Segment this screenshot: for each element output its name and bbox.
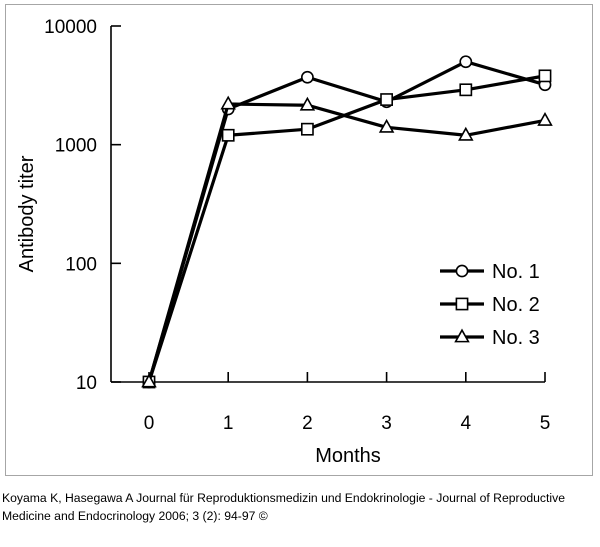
data-point-triangle: [141, 373, 157, 388]
y-tick-label: 1000: [55, 136, 97, 157]
series-line: [147, 60, 546, 383]
x-tick-label: 0: [144, 413, 155, 434]
axes: 10 100 1000 10000 0 1 2 3 4 5 Months Antibody titer: [16, 17, 550, 467]
series-2: [142, 69, 552, 389]
data-point-triangle: [299, 96, 316, 111]
data-point-circle: [300, 70, 314, 84]
data-point-triangle: [220, 95, 236, 110]
series-line: [147, 74, 546, 383]
x-axis-title: Months: [315, 445, 381, 467]
data-point-square: [300, 122, 314, 136]
data-point-triangle: [458, 126, 474, 141]
legend-item: No. 2: [440, 294, 540, 316]
series-3: [141, 95, 553, 388]
data-point-square: [538, 69, 552, 83]
data-point-triangle: [378, 118, 395, 133]
data-point-triangle: [454, 328, 470, 343]
x-tick-label: 5: [540, 413, 551, 434]
data-point-square: [221, 128, 235, 142]
data-point-square: [459, 83, 473, 97]
y-tick-label: 10: [76, 373, 97, 394]
x-tick-label: 1: [223, 413, 234, 434]
legend-label: No. 2: [492, 294, 540, 316]
legend-label: No. 3: [492, 327, 540, 349]
data-point-circle: [459, 55, 473, 69]
legend: No. 1 No. 2 No. 3: [440, 261, 540, 349]
legend-label: No. 1: [492, 261, 540, 283]
y-tick-label: 10000: [44, 17, 97, 38]
x-tick-label: 3: [381, 413, 392, 434]
data-point-circle: [455, 264, 469, 278]
line-chart: 10 100 1000 10000 0 1 2 3 4 5 Months Antibody titer…: [16, 17, 553, 467]
x-tick-label: 4: [461, 413, 472, 434]
series-layer: [141, 55, 553, 389]
figure-caption: Koyama K, Hasegawa A Journal für Reprodu…: [2, 491, 565, 523]
series-line: [147, 102, 546, 383]
data-point-square: [455, 297, 469, 311]
series-1: [142, 55, 552, 389]
x-tick-label: 2: [302, 413, 313, 434]
figure-frame: [5, 4, 593, 476]
legend-item: No. 3: [440, 327, 540, 349]
data-point-triangle: [537, 111, 553, 126]
y-axis-title: Antibody titer: [16, 155, 38, 272]
data-point-square: [380, 93, 393, 106]
y-tick-label: 100: [65, 254, 97, 275]
legend-item: No. 1: [440, 261, 540, 283]
